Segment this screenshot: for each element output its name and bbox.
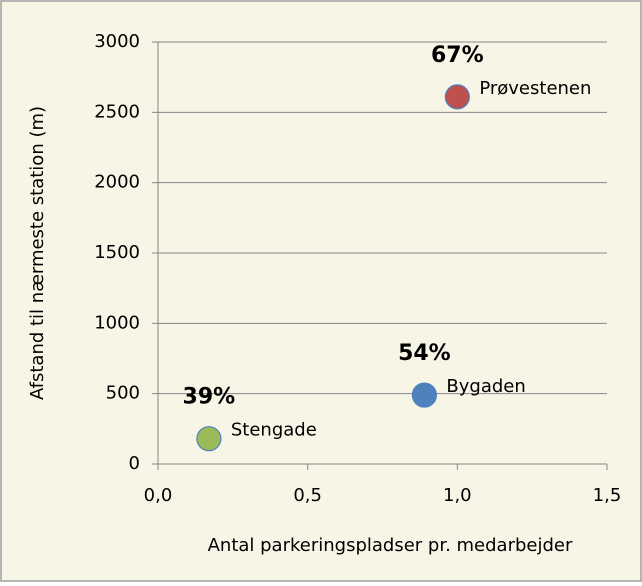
y-tick-label: 500 — [106, 383, 140, 404]
y-tick-label: 3000 — [94, 31, 140, 52]
x-tick-label: 1,0 — [443, 485, 472, 506]
y-axis-label: Afstand til nærmeste station (m) — [27, 106, 48, 400]
data-point — [444, 84, 470, 110]
point-label: Bygaden — [446, 376, 525, 397]
y-tick-label: 0 — [129, 453, 140, 474]
y-tick-label: 2000 — [94, 172, 140, 193]
x-tick-label: 0,5 — [293, 485, 322, 506]
y-tick-label: 1000 — [94, 312, 140, 333]
x-axis-label: Antal parkeringspladser pr. medarbejder — [208, 535, 573, 556]
data-point — [411, 382, 438, 408]
x-tick-label: 1,5 — [593, 485, 622, 506]
y-tick-label: 1500 — [94, 242, 140, 263]
y-tick-label: 2500 — [94, 101, 140, 122]
point-label: Stengade — [231, 420, 317, 441]
x-tick-label: 0,0 — [144, 485, 173, 506]
point-annotation: 67% — [431, 43, 484, 68]
point-label: Prøvestenen — [479, 78, 591, 99]
point-annotation: 54% — [398, 341, 451, 366]
point-annotation: 39% — [183, 385, 236, 410]
data-point — [196, 426, 222, 452]
